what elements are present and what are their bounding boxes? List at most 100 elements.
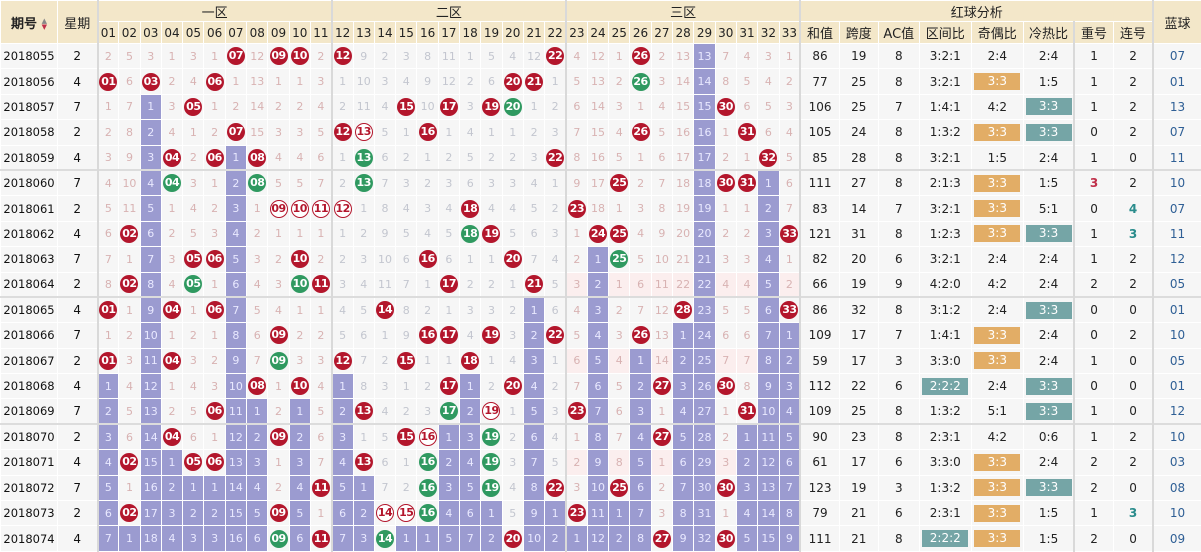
- streak-cell-32: 12: [758, 450, 779, 475]
- miss-cell-22: 2: [545, 94, 566, 119]
- red-ball: 12: [334, 123, 352, 141]
- miss-cell-05: 5: [183, 399, 204, 424]
- number-cell-07: 07: [225, 44, 246, 69]
- consecutive-count-value: 0: [1129, 379, 1137, 393]
- number-header-08: 08: [247, 22, 268, 44]
- streak-cell-24: 12: [587, 526, 608, 551]
- miss-cell-20: 3: [502, 323, 523, 348]
- miss-cell-19: 3: [481, 170, 502, 195]
- streak-cell-24: 7: [587, 399, 608, 424]
- miss-cell-02: 1: [119, 297, 140, 322]
- miss-cell-05: 4: [183, 69, 204, 94]
- span-value: 32: [851, 303, 866, 317]
- miss-cell-25: 7: [609, 424, 630, 449]
- miss-cell-18: 1: [460, 44, 481, 69]
- miss-cell-12: 2: [332, 170, 353, 195]
- odd-even-ratio: 3:3: [971, 221, 1023, 246]
- number-cell-16: 16: [417, 120, 438, 145]
- odd-even-ratio: 4:2: [971, 424, 1023, 449]
- span-value: 21: [851, 532, 866, 546]
- streak-cell-32: 14: [758, 501, 779, 526]
- streak-cell-18: 6: [460, 501, 481, 526]
- span: 23: [839, 424, 878, 449]
- streak-cell-24: 4: [587, 323, 608, 348]
- repeat-count-value: 1: [1090, 151, 1098, 165]
- consecutive-count-value: 3: [1129, 506, 1137, 520]
- streak-cell-01: 4: [98, 450, 119, 475]
- miss-cell-30: 2: [715, 145, 736, 170]
- number-cell-10: 10: [289, 247, 310, 272]
- issue-number: 2018066: [1, 323, 58, 348]
- number-cell-26: 26: [630, 120, 651, 145]
- red-ball: 19: [482, 225, 500, 243]
- number-header-21: 21: [523, 22, 544, 44]
- ac-value-value: 7: [895, 100, 903, 114]
- zone-ratio-value: 1:3:2: [930, 404, 961, 418]
- miss-cell-16: 10: [417, 94, 438, 119]
- red-ball: 17: [440, 275, 458, 293]
- miss-cell-25: 1: [609, 272, 630, 297]
- ac-value: 8: [878, 69, 919, 94]
- streak-cell-03: 16: [140, 475, 161, 500]
- consecutive-count: 4: [1113, 196, 1153, 221]
- streak-cell-13: 2: [353, 501, 374, 526]
- weekday: 4: [58, 450, 98, 475]
- column-header-issue[interactable]: 期号 ▲▼: [1, 1, 58, 44]
- number-header-05: 05: [183, 22, 204, 44]
- span-value: 21: [851, 506, 866, 520]
- miss-cell-03: 3: [140, 44, 161, 69]
- streak-cell-28: 1: [673, 323, 694, 348]
- streak-cell-07: 6: [225, 272, 246, 297]
- number-cell-08: 08: [247, 374, 268, 399]
- red-ball: 14: [376, 301, 394, 319]
- odd-even-ratio-value: 2:4: [988, 303, 1007, 317]
- issue-number: 2018062: [1, 221, 58, 246]
- miss-cell-27: 14: [651, 348, 672, 373]
- odd-even-ratio-value: 3:3: [974, 505, 1020, 522]
- miss-cell-04: 3: [161, 247, 182, 272]
- number-cell-30: 30: [715, 526, 736, 551]
- number-cell-06: 06: [204, 145, 225, 170]
- red-ball: 06: [206, 149, 224, 167]
- odd-even-ratio: 3:3: [971, 526, 1023, 551]
- ac-value: 6: [878, 450, 919, 475]
- miss-cell-21: 4: [523, 170, 544, 195]
- miss-cell-22: 2: [545, 196, 566, 221]
- number-header-28: 28: [673, 22, 694, 44]
- ac-value: 3: [878, 475, 919, 500]
- miss-cell-33: 4: [779, 120, 800, 145]
- repeat-count-value: 0: [1090, 379, 1098, 393]
- miss-cell-31: 6: [736, 94, 757, 119]
- sum: 66: [800, 272, 839, 297]
- red-ball: 13: [355, 453, 373, 471]
- issue-number: 2018060: [1, 170, 58, 195]
- repeat-count: 2: [1074, 526, 1113, 551]
- number-cell-06: 06: [204, 247, 225, 272]
- number-cell-14: 14: [374, 501, 395, 526]
- streak-cell-03: 3: [140, 145, 161, 170]
- ac-value-value: 7: [895, 202, 903, 216]
- zone-ratio-value: 3:2:1: [930, 252, 961, 266]
- miss-cell-26: 4: [630, 221, 651, 246]
- consecutive-count: 2: [1113, 424, 1153, 449]
- streak-cell-29: 20: [694, 221, 715, 246]
- miss-cell-09: 1: [268, 221, 289, 246]
- repeat-count: 1: [1074, 247, 1113, 272]
- miss-cell-15: 7: [396, 272, 417, 297]
- number-cell-31: 31: [736, 399, 757, 424]
- miss-cell-04: 4: [161, 120, 182, 145]
- number-cell-08: 08: [247, 145, 268, 170]
- miss-cell-23: 6: [566, 348, 587, 373]
- streak-cell-18: 4: [460, 450, 481, 475]
- zone-ratio-value: 3:2:1: [930, 151, 961, 165]
- miss-cell-02: 2: [119, 323, 140, 348]
- span: 17: [839, 450, 878, 475]
- number-cell-26: 26: [630, 323, 651, 348]
- number-cell-13: 13: [353, 450, 374, 475]
- miss-cell-28: 20: [673, 221, 694, 246]
- sort-arrows-icon[interactable]: ▲▼: [42, 18, 47, 30]
- ac-value: 7: [878, 196, 919, 221]
- sum-value: 86: [812, 49, 827, 63]
